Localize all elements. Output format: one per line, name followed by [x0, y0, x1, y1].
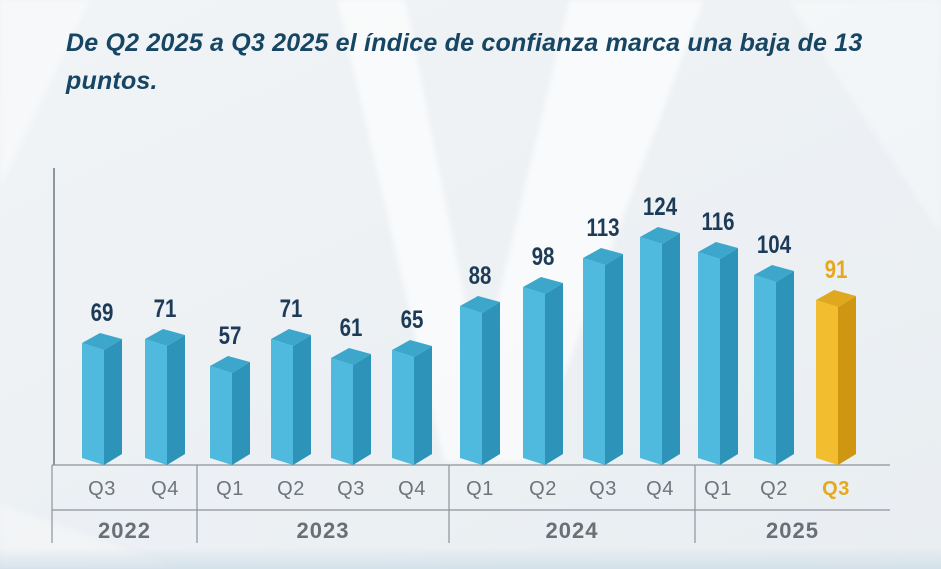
bar-q3-2023-front-face — [331, 358, 353, 465]
bar-q3-2025-side-face — [838, 296, 856, 465]
value-label-q3-2022: 69 — [90, 299, 114, 327]
bar-q3-2024-side-face — [605, 254, 623, 465]
bar-q1-2024-side-face — [482, 302, 500, 465]
value-label-q2-2025: 104 — [756, 231, 792, 259]
bar-q4-2022-front-face — [145, 339, 167, 465]
quarter-label-q4-2024: Q4 — [646, 478, 674, 500]
bar-q4-2023-side-face — [414, 346, 432, 465]
value-label-q4-2023: 65 — [400, 306, 424, 334]
quarter-label-q2-2024: Q2 — [529, 478, 557, 500]
page-title: De Q2 2025 a Q3 2025 el índice de confia… — [66, 29, 863, 95]
bar-q1-2025-front-face — [698, 252, 720, 465]
bar-q3-2024-top-face — [583, 248, 623, 265]
bar-q3-2023-top-face — [331, 348, 371, 365]
bar-q2-2023-top-face — [271, 329, 311, 346]
bar-q4-2024-top-face — [640, 227, 680, 244]
bottom-fade-decoration — [0, 547, 941, 569]
bar-q4-2022-top-face — [145, 329, 185, 346]
year-label-2023: 2023 — [296, 518, 350, 543]
bar-q1-2024-top-face — [460, 296, 500, 313]
value-label-q1-2024: 88 — [468, 262, 492, 290]
bar-q3-2023-side-face — [353, 354, 371, 465]
quarter-label-q3-2024: Q3 — [589, 478, 617, 500]
bar-q3-2022-front-face — [82, 343, 104, 465]
value-label-q2-2023: 71 — [279, 295, 303, 323]
year-label-2024: 2024 — [545, 518, 599, 543]
bar-q4-2023-top-face — [392, 340, 432, 357]
bar-q4-2024-side-face — [662, 233, 680, 465]
year-label-2022: 2022 — [98, 518, 151, 543]
bar-q1-2023-top-face — [210, 356, 250, 373]
quarter-label-q3-2023: Q3 — [337, 478, 365, 500]
value-label-q3-2023: 61 — [339, 314, 363, 342]
year-label-2025: 2025 — [766, 518, 819, 543]
quarter-label-q3-2022: Q3 — [88, 478, 116, 500]
bar-q4-2024-front-face — [640, 237, 662, 465]
bar-q3-2024-front-face — [583, 258, 605, 465]
quarter-label-q1-2025: Q1 — [704, 478, 732, 500]
bar-q3-2022-top-face — [82, 333, 122, 350]
bar-q2-2024-top-face — [523, 277, 563, 294]
bar-q3-2025-top-face — [816, 290, 856, 307]
value-label-q4-2024: 124 — [642, 193, 678, 221]
quarter-label-q1-2023: Q1 — [216, 478, 244, 500]
bar-q4-2023-front-face — [392, 350, 414, 465]
bar-q3-2025-front-face — [816, 300, 838, 465]
value-label-q4-2022: 71 — [153, 295, 177, 323]
value-label-q3-2024: 113 — [586, 214, 620, 242]
quarter-label-q2-2025: Q2 — [760, 478, 788, 500]
bar-q2-2024-front-face — [523, 287, 545, 465]
quarter-label-q3-2025: Q3 — [822, 478, 850, 500]
value-label-q3-2025: 91 — [824, 256, 848, 284]
value-label-q2-2024: 98 — [531, 243, 555, 271]
quarter-label-q1-2024: Q1 — [466, 478, 494, 500]
bar-q2-2025-top-face — [754, 265, 794, 282]
bar-q3-2022-side-face — [104, 339, 122, 465]
bar-q2-2025-front-face — [754, 275, 776, 465]
bar-q2-2024-side-face — [545, 283, 563, 465]
quarter-label-q4-2023: Q4 — [398, 478, 426, 500]
value-label-q1-2023: 57 — [218, 322, 242, 350]
bar-q2-2023-front-face — [271, 339, 293, 465]
bar-q1-2025-side-face — [720, 248, 738, 465]
quarter-label-q2-2023: Q2 — [277, 478, 305, 500]
bar-q1-2023-side-face — [232, 362, 250, 465]
bar-q2-2023-side-face — [293, 335, 311, 465]
bar-q1-2023-front-face — [210, 366, 232, 465]
bar-q1-2024-front-face — [460, 306, 482, 465]
bar-q2-2025-side-face — [776, 271, 794, 465]
quarter-label-q4-2022: Q4 — [151, 478, 179, 500]
bar-q4-2022-side-face — [167, 335, 185, 465]
value-label-q1-2025: 116 — [701, 208, 735, 236]
bar-q1-2025-top-face — [698, 242, 738, 259]
